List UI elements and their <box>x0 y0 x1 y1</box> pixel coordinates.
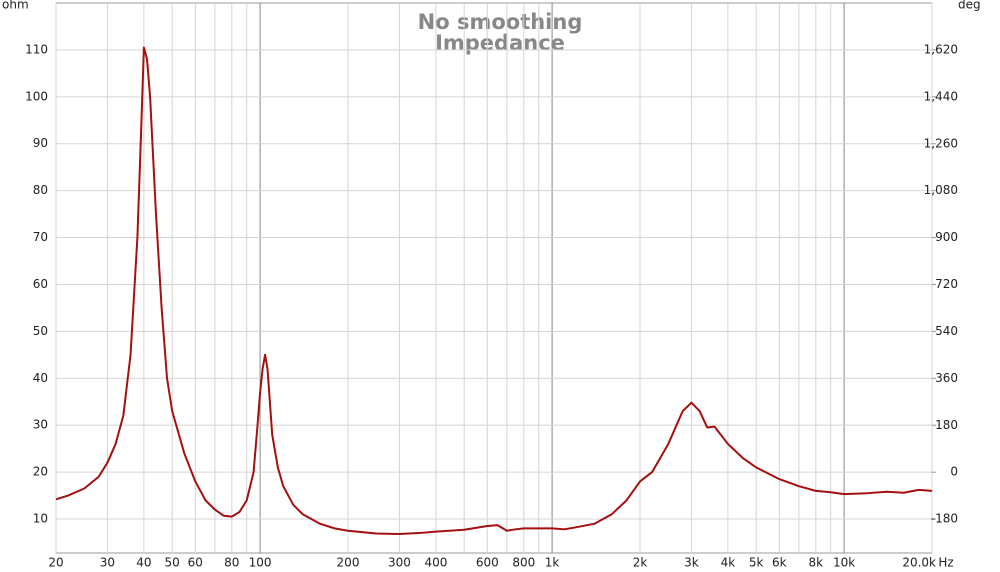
x-tick-label: 1k <box>545 556 560 570</box>
y2-axis-label: deg <box>958 0 981 12</box>
y2-tick-label: 900 <box>935 230 958 244</box>
y-tick-label: 10 <box>33 511 48 525</box>
x-tick-label: 5k <box>749 556 764 570</box>
x-tick-label: 2k <box>633 556 648 570</box>
y2-tick-label: 360 <box>935 371 958 385</box>
x-tick-label: 60 <box>188 556 203 570</box>
y2-tick-label: 1,080 <box>924 183 958 197</box>
y-axis-label: ohm <box>2 0 29 12</box>
x-tick-label: 800 <box>512 556 535 570</box>
x-tick-label: 200 <box>337 556 360 570</box>
y-tick-label: 80 <box>33 183 48 197</box>
y-tick-label: 90 <box>33 136 48 150</box>
x-tick-label: 10k <box>833 556 855 570</box>
x-tick-label: 3k <box>684 556 699 570</box>
y2-tick-label: 1,260 <box>924 136 958 150</box>
y-tick-label: 70 <box>33 230 48 244</box>
y2-tick-label: 1,620 <box>924 42 958 56</box>
x-tick-label: 40 <box>136 556 151 570</box>
x-tick-label: 600 <box>476 556 499 570</box>
y2-tick-label: 1,440 <box>924 89 958 103</box>
y-tick-label: 50 <box>33 324 48 338</box>
x-tick-label: 4k <box>721 556 736 570</box>
y2-tick-label: 0 <box>950 465 958 479</box>
x-tick-label: 80 <box>224 556 239 570</box>
x-tick-label: 6k <box>772 556 787 570</box>
x-tick-label: 300 <box>388 556 411 570</box>
x-tick-label: 20 <box>48 556 63 570</box>
chart-subtitle: Impedance <box>435 31 565 55</box>
impedance-line <box>55 46 933 535</box>
y2-tick-label: 720 <box>935 277 958 291</box>
x-tick-label: 50 <box>165 556 180 570</box>
y-tick-label: 100 <box>25 89 48 103</box>
y-tick-label: 60 <box>33 277 48 291</box>
y-tick-label: 30 <box>33 418 48 432</box>
y-tick-label: 20 <box>33 465 48 479</box>
chart-title: No smoothing <box>418 10 583 34</box>
y-tick-label: 40 <box>33 371 48 385</box>
x-tick-label: 30 <box>100 556 115 570</box>
x-unit-label: Hz <box>938 556 953 570</box>
x-tick-label: 100 <box>249 556 272 570</box>
x-tick-label: 400 <box>424 556 447 570</box>
x-tick-label: 8k <box>809 556 824 570</box>
y2-tick-label: 540 <box>935 324 958 338</box>
x-tick-label: 20.0k <box>902 556 936 570</box>
y2-tick-label: -180 <box>931 512 958 526</box>
y2-tick-label: 180 <box>935 418 958 432</box>
plot-area <box>55 2 933 554</box>
y-tick-label: 110 <box>25 42 48 56</box>
